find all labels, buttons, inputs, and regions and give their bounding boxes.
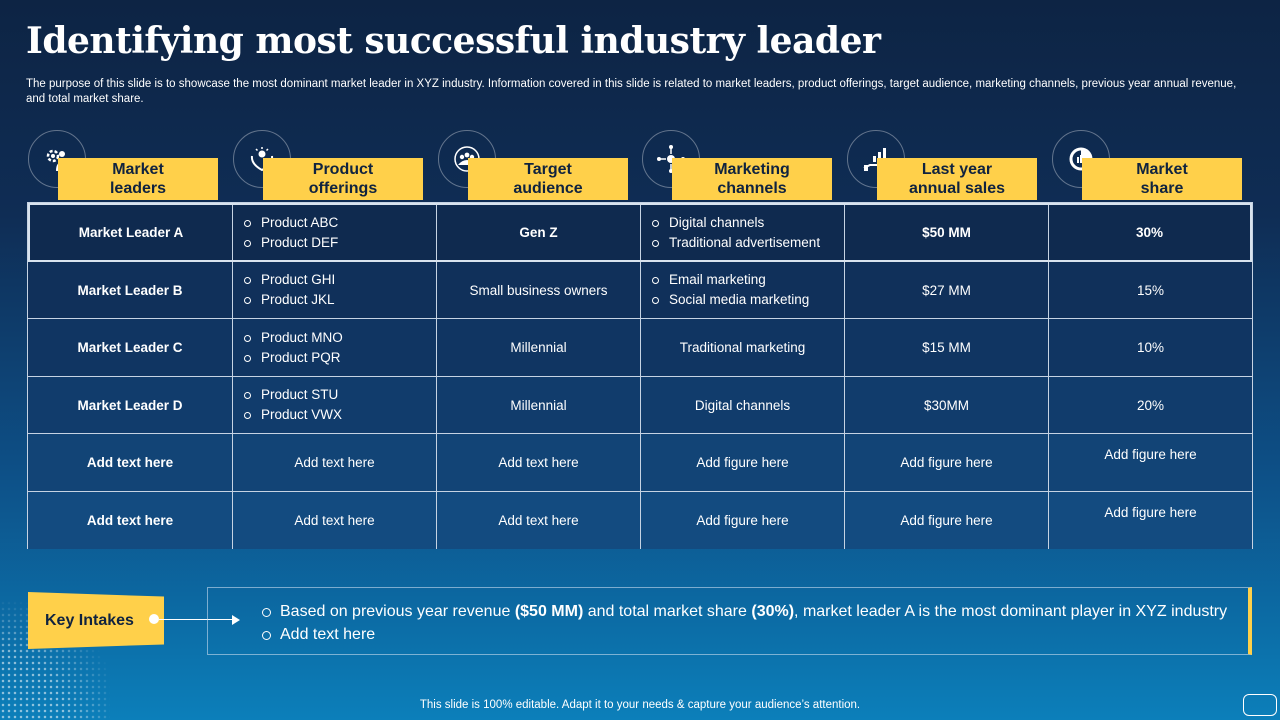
channels-cell: Email marketing Social media marketing [641, 262, 845, 318]
sales-cell: $27 MM [845, 262, 1049, 318]
audience-cell: Gen Z [437, 205, 641, 260]
header-target-audience: Target audience [438, 130, 642, 202]
table-row: Add text here Add text here Add text her… [28, 492, 1252, 549]
channels-cell: Digital channels [641, 377, 845, 433]
footer-note: This slide is 100% editable. Adapt it to… [419, 699, 861, 711]
audience-cell: Add text here [437, 492, 641, 549]
header-product-offerings: Product offerings [233, 130, 437, 202]
hand-offering-icon [233, 130, 291, 188]
sales-cell: Add figure here [845, 492, 1049, 549]
connector-line [159, 619, 233, 620]
header-market-share: Market share [1052, 130, 1256, 202]
sales-cell: $50 MM [845, 205, 1049, 260]
share-cell: Add figure here [1104, 447, 1197, 462]
table-row: Market Leader B Product GHI Product JKL S… [28, 262, 1252, 319]
header-label-product-offerings: Product offerings [263, 158, 423, 200]
slide-subtitle: The purpose of this slide is to showcase… [26, 78, 1237, 105]
arrow-right-icon [232, 615, 240, 625]
key-intake-point: Add text here [262, 623, 1248, 646]
header-label-market-leaders: Market leaders [58, 158, 218, 200]
audience-cell: Millennial [437, 377, 641, 433]
leader-cell: Market Leader B [28, 262, 233, 318]
share-cell: 10% [1136, 340, 1165, 355]
header-label-annual-sales: Last year annual sales [877, 158, 1037, 200]
sales-cell: $15 MM [845, 319, 1049, 376]
share-cell: 30% [1135, 225, 1164, 240]
header-market-leaders: Market leaders [28, 130, 232, 202]
products-cell: Product ABC Product DEF [233, 205, 437, 260]
table-row: Market Leader D Product STU Product VWX M… [28, 377, 1252, 434]
table-row: Market Leader C Product MNO Product PQR M… [28, 319, 1252, 377]
channels-cell: Traditional marketing [641, 319, 845, 376]
leader-cell: Market Leader A [30, 205, 233, 260]
sales-cell: Add figure here [845, 434, 1049, 491]
products-cell: Product GHI Product JKL [233, 262, 437, 318]
leader-cell: Market Leader D [28, 377, 233, 433]
leader-cell: Market Leader C [28, 319, 233, 376]
products-cell: Add text here [233, 492, 437, 549]
header-label-marketing-channels: Marketing channels [672, 158, 832, 200]
products-cell: Product STU Product VWX [233, 377, 437, 433]
table-row: Add text here Add text here Add text her… [28, 434, 1252, 492]
products-cell: Product MNO Product PQR [233, 319, 437, 376]
header-label-target-audience: Target audience [468, 158, 628, 200]
sales-cell: $30MM [845, 377, 1049, 433]
key-intake-point: Based on previous year revenue ($50 MM) … [262, 600, 1248, 623]
share-cell: Add figure here [1104, 505, 1197, 520]
leader-cell: Add text here [28, 492, 233, 549]
audience-cell: Small business owners [437, 262, 641, 318]
channels-cell: Digital channels Traditional advertisemen… [641, 205, 845, 260]
header-label-market-share: Market share [1082, 158, 1242, 200]
products-cell: Add text here [233, 434, 437, 491]
connector-dot [149, 614, 159, 624]
leaders-table: Market Leader A Product ABC Product DEF G… [27, 202, 1253, 549]
share-cell: 15% [1136, 282, 1165, 298]
channels-cell: Add figure here [641, 492, 845, 549]
table-row: Market Leader A Product ABC Product DEF G… [28, 203, 1252, 262]
speech-bubble-icon [1243, 694, 1277, 716]
header-annual-sales: Last year annual sales [847, 130, 1051, 202]
audience-cell: Add text here [437, 434, 641, 491]
key-intakes-label: Key Intakes [28, 592, 164, 649]
key-intakes-box: Based on previous year revenue ($50 MM) … [207, 587, 1252, 655]
audience-cell: Millennial [437, 319, 641, 376]
header-marketing-channels: Marketing channels [642, 130, 846, 202]
leader-cell: Add text here [28, 434, 233, 491]
share-cell: 20% [1136, 397, 1165, 413]
slide-title: Identifying most successful industry lea… [26, 20, 881, 62]
channels-cell: Add figure here [641, 434, 845, 491]
